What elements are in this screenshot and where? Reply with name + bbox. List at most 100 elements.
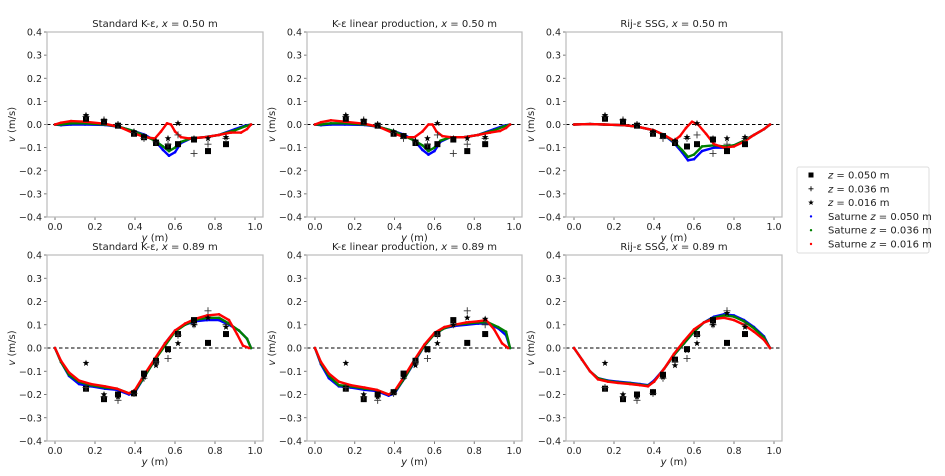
series-line-saturne-z016	[572, 316, 772, 388]
series-point	[700, 145, 704, 148]
y-axis-label: v (m/s)	[267, 330, 278, 365]
x-axis-label: y (m)	[660, 233, 688, 244]
series-point	[59, 121, 63, 124]
exp-point-z016	[82, 359, 90, 366]
y-axis-label: v (m/s)	[267, 107, 278, 142]
exp-point-z016	[671, 137, 679, 144]
legend-label: z = 0.016 m	[827, 198, 890, 209]
exp-point-z016	[723, 134, 731, 142]
panels: Standard K-ε, x = 0.50 m −0.4 −0.3 −0.2 −0.1…	[7, 19, 783, 468]
series-point	[686, 155, 690, 159]
series-point	[127, 392, 131, 395]
series-point	[732, 315, 736, 318]
y-tick-label: −0.1	[19, 143, 42, 154]
legend: z = 0.050 m z = 0.036 m z = 0.016 m Saturne…	[796, 166, 932, 254]
legend-plus-marker-icon	[808, 186, 814, 192]
x-tick-label: 1.0	[506, 222, 521, 233]
x-tick-label: 0.0	[47, 222, 62, 233]
x-axis-label: y (m)	[141, 233, 169, 244]
exp-point-z050	[724, 339, 730, 346]
exp-point-z016	[424, 346, 431, 354]
exp-point-z016	[601, 359, 609, 366]
series-point	[652, 380, 656, 384]
series-point	[433, 149, 436, 153]
series-point	[413, 135, 416, 139]
y-tick-label: −0.2	[538, 390, 561, 401]
exp-point-z016	[481, 315, 489, 322]
y-tick-label: 0.2	[546, 74, 561, 85]
series-point	[243, 125, 247, 128]
plot-content	[566, 111, 782, 162]
exp-point-z016	[449, 321, 457, 328]
y-tick-label: −0.1	[538, 143, 561, 154]
exp-point-z050	[223, 141, 229, 148]
x-tick-label: 0.8	[467, 446, 482, 457]
exp-point-z016	[449, 134, 457, 142]
y-tick-label: 0.1	[287, 97, 302, 108]
exp-point-z016	[152, 137, 160, 144]
legend-square-marker-icon	[808, 172, 814, 178]
y-tick-label: −0.4	[279, 213, 302, 224]
x-tick-label: 0.2	[347, 222, 362, 233]
exp-point-z016	[204, 314, 212, 321]
exp-point-z016	[190, 134, 198, 142]
series-point	[662, 367, 666, 371]
x-tick-label: 1.0	[766, 446, 781, 457]
series-point	[752, 330, 756, 334]
series-point	[427, 149, 430, 153]
y-tick-label: 0.0	[287, 120, 302, 131]
subplot-title: Rij-ε SSG, x = 0.89 m	[620, 242, 727, 253]
y-tick-label: 0.4	[546, 251, 561, 262]
axes-frame	[306, 254, 523, 442]
exp-point-z036	[709, 149, 717, 157]
exp-point-z036	[82, 384, 90, 392]
x-tick-label: 0.8	[726, 446, 741, 457]
series-point	[606, 380, 610, 384]
y-tick-label: 0.3	[287, 274, 302, 285]
y-tick-label: −0.3	[19, 189, 42, 200]
y-tick-label: −0.2	[19, 390, 42, 401]
series-point	[692, 328, 696, 331]
exp-point-z016	[400, 132, 407, 139]
exp-point-z016	[100, 116, 108, 124]
exp-point-z016	[434, 119, 441, 127]
subplot-title: Standard K-ε, x = 0.50 m	[92, 19, 217, 30]
y-tick-label: 0.1	[546, 97, 561, 108]
series-point	[423, 343, 426, 346]
y-tick-label: −0.1	[279, 143, 302, 154]
legend-dot-marker-icon	[809, 229, 813, 232]
exp-point-z016	[374, 393, 381, 400]
legend-box	[796, 166, 930, 254]
series-point	[602, 123, 606, 126]
exp-point-z036	[433, 131, 441, 139]
exp-point-z016	[130, 127, 138, 135]
y-tick-label: −0.3	[279, 189, 302, 200]
x-axis-label: y (m)	[400, 233, 428, 244]
series-point	[313, 346, 317, 350]
series-point	[492, 328, 496, 331]
exp-point-z050	[694, 141, 700, 148]
axes-frame	[306, 31, 523, 218]
series-point	[349, 383, 353, 387]
series-point	[239, 131, 243, 134]
plot-area	[307, 255, 522, 441]
series-point	[245, 127, 249, 131]
y-tick-label: 0.4	[287, 251, 302, 262]
legend-label: Saturne z = 0.016 m	[828, 240, 932, 251]
x-tick-label: 0.0	[307, 446, 322, 457]
exp-point-z016	[693, 339, 701, 347]
y-tick-label: −0.4	[19, 437, 42, 448]
x-tick-label: 0.6	[427, 446, 442, 457]
y-tick-label: 0.1	[27, 320, 42, 331]
series-point	[498, 129, 502, 133]
exp-point-z050	[710, 317, 716, 324]
x-tick-label: 0.0	[566, 222, 581, 233]
series-point	[704, 132, 708, 136]
exp-point-z050	[450, 317, 457, 324]
y-axis-label: v (m/s)	[526, 330, 537, 365]
series-point	[313, 123, 317, 126]
exp-point-z050	[482, 331, 489, 338]
exp-point-z036	[693, 131, 701, 139]
series-point	[173, 150, 177, 154]
series-point	[768, 346, 772, 350]
